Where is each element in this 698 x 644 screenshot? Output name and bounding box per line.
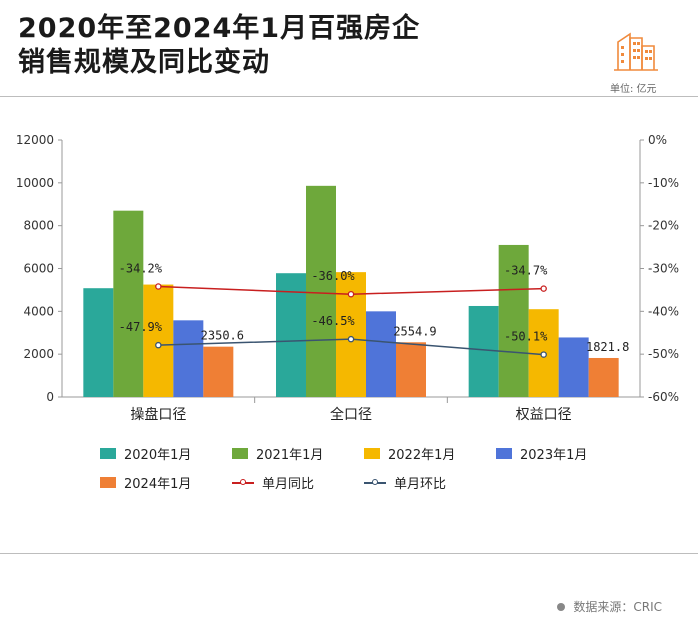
yoy-value-label: -34.2% xyxy=(119,261,163,275)
left-tick-label: 4000 xyxy=(23,304,54,318)
left-tick-label: 8000 xyxy=(23,219,54,233)
bar-4-2 xyxy=(366,311,396,397)
left-tick-label: 0 xyxy=(46,390,54,404)
left-tick-label: 12000 xyxy=(16,133,54,147)
yoy-value-label: -34.7% xyxy=(504,264,548,278)
right-tick-label: -40% xyxy=(648,304,679,318)
buildings-icon xyxy=(614,32,658,71)
bar-5-2 xyxy=(396,342,426,397)
bar-1-3 xyxy=(468,305,499,397)
legend-label: 2021年1月 xyxy=(256,448,324,463)
legend-line-swatch xyxy=(364,478,386,485)
mom-value-label: -47.9% xyxy=(119,320,163,334)
bar-2-1 xyxy=(113,210,144,397)
line-point xyxy=(347,335,355,343)
title-line-2: 销售规模及同比变动 xyxy=(18,47,270,78)
bar-value-label: 1821.8 xyxy=(586,340,629,354)
right-tick-label: -10% xyxy=(648,176,679,190)
legend-label: 2023年1月 xyxy=(520,448,588,463)
bar-1-2 xyxy=(276,273,306,397)
left-tick-label: 6000 xyxy=(23,262,54,276)
legend-swatch xyxy=(232,448,248,459)
source-note: 数据来源：CRIC xyxy=(557,598,662,615)
legend-label: 2022年1月 xyxy=(388,448,456,463)
bar-3-1 xyxy=(143,284,174,397)
category-label: 权益口径 xyxy=(516,407,572,423)
bullet-icon xyxy=(557,602,566,611)
right-tick-label: 0% xyxy=(648,133,667,147)
line-point xyxy=(155,341,162,349)
category-label: 全口径 xyxy=(330,406,372,423)
left-tick-label: 10000 xyxy=(16,176,54,190)
legend-label: 2020年1月 xyxy=(124,448,192,463)
mom-value-label: -50.1% xyxy=(504,330,548,344)
footer-divider xyxy=(0,553,698,554)
left-tick-label: 2000 xyxy=(23,347,54,361)
legend-swatch xyxy=(100,477,116,488)
legend-item: 2021年1月 xyxy=(232,444,323,463)
bar-1-1 xyxy=(83,288,114,397)
legend-swatch xyxy=(496,448,512,459)
line-point xyxy=(347,290,355,298)
legend-swatch xyxy=(100,448,116,459)
bar-2-3 xyxy=(498,244,529,397)
legend-label: 单月环比 xyxy=(394,477,447,492)
legend-item: 2020年1月 xyxy=(100,444,191,463)
bar-3-2 xyxy=(336,272,366,397)
legend-swatch xyxy=(364,448,380,459)
bar-4-3 xyxy=(558,337,589,397)
legend-item: 单月同比 xyxy=(232,473,314,492)
line-point xyxy=(155,283,162,290)
legend-item: 单月环比 xyxy=(364,473,446,492)
right-tick-label: -30% xyxy=(648,262,679,276)
bar-value-label: 2350.6 xyxy=(201,329,244,343)
category-label: 操盘口径 xyxy=(130,406,186,423)
legend-label: 单月同比 xyxy=(262,477,315,492)
title-line-1: 2020年至2024年1月百强房企 xyxy=(18,13,421,44)
right-tick-label: -60% xyxy=(648,390,679,404)
legend-item: 2023年1月 xyxy=(496,444,587,463)
legend-item: 2022年1月 xyxy=(364,444,455,463)
legend-item: 2024年1月 xyxy=(100,473,191,492)
line-point xyxy=(540,285,547,292)
bar-2-2 xyxy=(306,185,336,397)
right-tick-label: -50% xyxy=(648,347,679,361)
header-divider xyxy=(0,96,698,97)
unit-label: 单位: 亿元 xyxy=(610,84,657,95)
bar-5-3 xyxy=(588,357,619,397)
chart-area: 0 2000 4000 6000 8000 10000 12000 -60% -50% -40% -… xyxy=(16,133,679,423)
source-text: 数据来源：CRIC xyxy=(573,600,662,614)
right-tick-label: -20% xyxy=(648,219,679,233)
mom-value-label: -46.5% xyxy=(311,314,355,328)
legend-label: 2024年1月 xyxy=(124,477,192,492)
bar-5-1 xyxy=(203,346,234,397)
legend-line-swatch xyxy=(232,478,254,485)
line-point xyxy=(540,351,547,358)
bar-4-1 xyxy=(173,320,204,397)
bar-value-label: 2554.9 xyxy=(393,324,436,338)
yoy-value-label: -36.0% xyxy=(311,269,355,283)
chart-title: 2020年至2024年1月百强房企 销售规模及同比变动 xyxy=(18,12,420,80)
